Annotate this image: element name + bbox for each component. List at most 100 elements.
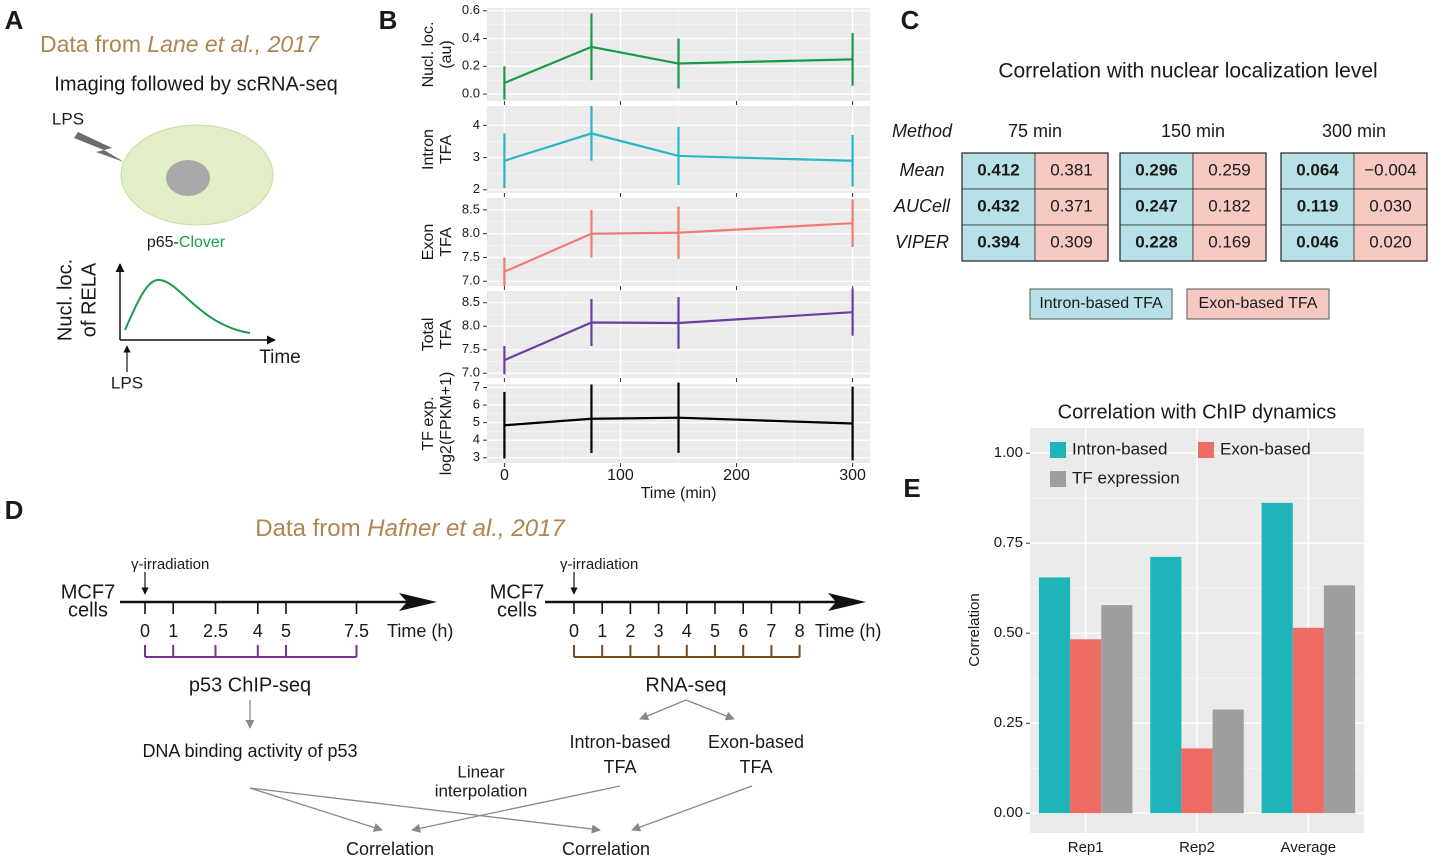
- y-tick-label: 0.50: [994, 624, 1023, 641]
- panel-label: E: [903, 473, 920, 503]
- x-tick-label: 300: [839, 467, 866, 484]
- y-tick-label: 0.75: [994, 534, 1023, 551]
- stimulus: γ-irradiation: [131, 556, 209, 573]
- y-tick-label: 0.0: [462, 85, 480, 100]
- cell-value: 0.432: [977, 196, 1020, 215]
- bar: [1070, 639, 1102, 814]
- y-tick-label: 4: [473, 432, 480, 447]
- x-tick-label: Rep2: [1179, 839, 1215, 856]
- bar: [1212, 709, 1244, 814]
- arrow: [639, 699, 687, 721]
- panel-label: A: [5, 5, 24, 35]
- legend-box: [1186, 288, 1330, 320]
- line: [504, 132, 853, 162]
- cell-value: 0.394: [977, 232, 1020, 251]
- y-tick-label: 7.5: [462, 341, 480, 356]
- source-prefix: Data from: [40, 31, 147, 57]
- bar: [1292, 627, 1324, 814]
- panel-label: D: [5, 495, 24, 525]
- row-label: VIPER: [895, 232, 949, 252]
- y-axis-label: Exon: [420, 224, 437, 260]
- y-tick-label: 3: [473, 149, 480, 164]
- cell-value: 0.247: [1135, 196, 1178, 215]
- chart-title: Correlation with ChIP dynamics: [1058, 401, 1337, 423]
- source-ref: Lane et al., 2017: [147, 31, 320, 57]
- legend-label: Intron-based TFA: [1039, 295, 1163, 312]
- curve: [124, 278, 251, 334]
- tick-label: 3: [654, 621, 664, 641]
- table-cell: [1192, 152, 1267, 190]
- tick-label: 2: [625, 621, 635, 641]
- tick-label: 4: [253, 621, 263, 641]
- header: 150 min: [1161, 121, 1225, 141]
- panel-label: C: [901, 5, 920, 35]
- x-tick-label: 200: [723, 467, 750, 484]
- bar: [1150, 556, 1182, 814]
- table-cell: [1192, 188, 1267, 226]
- y-tick-label: 2: [473, 181, 480, 196]
- y-tick-label: 6: [473, 397, 480, 412]
- axis-label: Time: [259, 347, 301, 368]
- bar: [1101, 605, 1133, 814]
- cell-line: MCF7: [490, 581, 544, 603]
- y-axis-label: TFA: [438, 227, 455, 257]
- cell-value: 0.381: [1050, 160, 1093, 179]
- y-tick-label: 7.0: [462, 365, 480, 380]
- y-axis-label: TF exp.: [420, 396, 437, 450]
- readout: TFA: [603, 757, 636, 777]
- arrow: [411, 785, 621, 833]
- x-tick-label: 100: [607, 467, 634, 484]
- cell-value: 0.169: [1208, 232, 1251, 251]
- cell-value: 0.119: [1297, 196, 1339, 215]
- table-cell: [1034, 224, 1109, 262]
- legend-label: Intron-based: [1072, 439, 1167, 458]
- cell-value: 0.064: [1296, 160, 1339, 179]
- cell-value: 0.296: [1135, 160, 1178, 179]
- panel-label: B: [379, 5, 398, 35]
- y-tick-label: 7.0: [462, 273, 480, 288]
- source: Data from Lane et al., 2017: [40, 31, 320, 57]
- y-tick-label: 4: [473, 117, 480, 132]
- y-axis-label: Nucl. loc.: [420, 22, 437, 88]
- y-tick-label: 8.5: [462, 294, 480, 309]
- source-prefix: Data from: [255, 515, 367, 542]
- readout: TFA: [739, 757, 772, 777]
- y-tick-label: 7.5: [462, 249, 480, 264]
- cell-line: MCF7: [61, 581, 115, 603]
- table-title: Correlation with nuclear localization le…: [998, 60, 1377, 83]
- x-tick-label: Rep1: [1068, 839, 1104, 856]
- arrow: [685, 699, 735, 721]
- y-axis-label: Correlation: [966, 593, 983, 666]
- y-tick-label: 0.6: [462, 2, 480, 17]
- cell-value: 0.182: [1208, 196, 1251, 215]
- tick-label: 8: [795, 621, 805, 641]
- cell-line: cells: [68, 599, 108, 621]
- cell-line: cells: [497, 599, 537, 621]
- table-border: [1280, 152, 1428, 262]
- x-axis-label: Time (min): [641, 485, 717, 502]
- legend-swatch: [1050, 471, 1066, 487]
- y-tick-label: 0.25: [994, 714, 1023, 731]
- tick-label: 0: [140, 621, 150, 641]
- reporter: p65-Clover: [147, 234, 226, 251]
- y-tick-label: 8.0: [462, 225, 480, 240]
- arrow-label: LPS: [111, 373, 143, 392]
- y-axis-label: (au): [438, 40, 455, 68]
- arrow: [631, 785, 753, 832]
- line: [503, 222, 853, 273]
- y-axis-label: TFA: [438, 135, 455, 165]
- output: Correlation: [562, 839, 650, 859]
- axis-label: Time (h): [387, 621, 453, 641]
- tick-label: 4: [682, 621, 692, 641]
- y-tick-label: 1.00: [994, 444, 1023, 461]
- note: Linear: [457, 762, 505, 781]
- cell-value: 0.259: [1208, 160, 1251, 179]
- table-cell: [1192, 224, 1267, 262]
- arrowhead: [399, 593, 437, 611]
- readout: Intron-based: [569, 732, 670, 752]
- header: Method: [892, 121, 953, 141]
- note: interpolation: [435, 781, 528, 800]
- legend-label: Exon-based: [1220, 439, 1311, 458]
